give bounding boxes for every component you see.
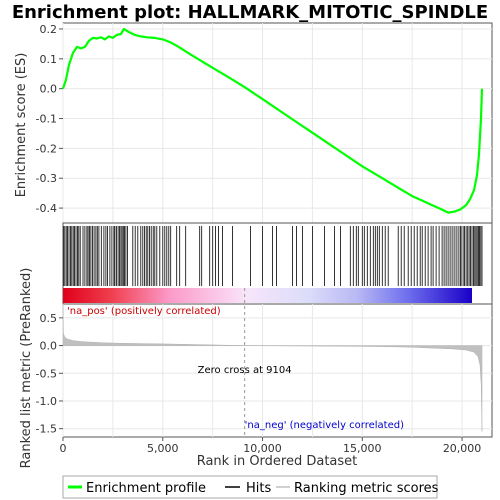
es-tick-label: 0.0 bbox=[40, 83, 58, 96]
es-tick-label: -0.1 bbox=[36, 113, 57, 126]
es-y-axis-label: Enrichment score (ES) bbox=[14, 53, 29, 198]
zero-cross-label: Zero cross at 9104 bbox=[198, 365, 292, 376]
es-panel bbox=[62, 22, 493, 224]
legend-hits-label: Hits bbox=[246, 481, 271, 496]
hits-marks bbox=[63, 226, 483, 286]
metric-tick-label: 0.0 bbox=[40, 340, 58, 353]
metric-grid bbox=[62, 304, 492, 437]
metric-y-ticks: 0.5 0.0 -0.5 -1.0 -1.5 bbox=[36, 312, 63, 436]
es-tick-label: -0.2 bbox=[36, 142, 57, 155]
metric-tick-label: -0.5 bbox=[36, 367, 57, 380]
enrichment-profile-line bbox=[61, 27, 484, 214]
x-tick-label: 5,000 bbox=[147, 442, 179, 455]
metric-tick-label: -1.5 bbox=[36, 423, 57, 436]
metric-panel bbox=[62, 303, 493, 438]
metric-y-axis-label: Ranked list metric (PreRanked) bbox=[19, 268, 34, 469]
x-axis-label: Rank in Ordered Dataset bbox=[197, 454, 358, 469]
x-tick-label: 15,000 bbox=[343, 442, 382, 455]
chart-title: Enrichment plot: HALLMARK_MITOTIC_SPINDL… bbox=[12, 2, 488, 23]
rank-color-bar bbox=[63, 288, 472, 303]
x-axis-ticks: 0 5,000 10,000 15,000 20,000 bbox=[60, 437, 482, 455]
legend-es-label: Enrichment profile bbox=[86, 481, 206, 496]
ranking-metric-area bbox=[62, 303, 483, 432]
legend-box bbox=[62, 475, 438, 499]
metric-tick-label: -1.0 bbox=[36, 395, 57, 408]
es-tick-label: -0.4 bbox=[36, 202, 57, 215]
es-tick-label: 0.1 bbox=[40, 53, 58, 66]
es-grid bbox=[62, 23, 492, 223]
x-tick-label: 10,000 bbox=[243, 442, 282, 455]
legend-metric-label: Ranking metric scores bbox=[294, 481, 439, 496]
metric-tick-label: 0.5 bbox=[40, 312, 58, 325]
es-y-ticks: 0.2 0.1 0.0 -0.1 -0.2 -0.3 -0.4 bbox=[36, 23, 63, 215]
x-tick-label: 20,000 bbox=[443, 442, 482, 455]
es-tick-label: 0.2 bbox=[40, 23, 58, 36]
negative-correlation-label: 'na_neg' (negatively correlated) bbox=[245, 420, 404, 431]
legend: Enrichment profile Hits Ranking metric s… bbox=[62, 475, 439, 499]
x-tick-label: 0 bbox=[60, 442, 67, 455]
positive-correlation-label: 'na_pos' (positively correlated) bbox=[67, 306, 221, 317]
es-tick-label: -0.3 bbox=[36, 172, 57, 185]
